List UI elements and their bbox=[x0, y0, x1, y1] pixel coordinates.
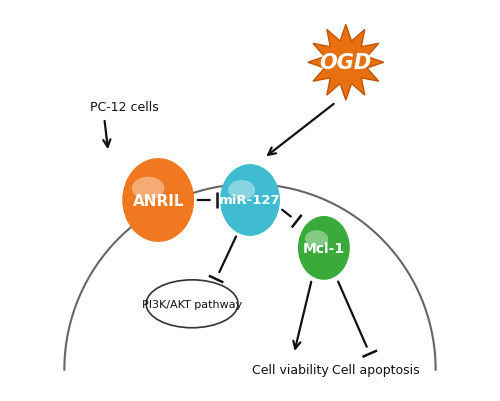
Ellipse shape bbox=[132, 177, 164, 200]
Text: miR-127: miR-127 bbox=[219, 194, 281, 207]
Ellipse shape bbox=[122, 159, 194, 242]
Ellipse shape bbox=[305, 231, 328, 248]
Text: ANRIL: ANRIL bbox=[132, 193, 184, 208]
Text: Mcl-1: Mcl-1 bbox=[303, 241, 345, 255]
Ellipse shape bbox=[220, 165, 280, 236]
Text: Cell apoptosis: Cell apoptosis bbox=[332, 363, 420, 376]
Ellipse shape bbox=[298, 217, 350, 280]
Text: Cell viability: Cell viability bbox=[252, 363, 328, 376]
Ellipse shape bbox=[146, 280, 238, 328]
Text: PC-12 cells: PC-12 cells bbox=[90, 100, 159, 113]
Text: PI3K/AKT pathway: PI3K/AKT pathway bbox=[142, 299, 242, 309]
Ellipse shape bbox=[228, 180, 255, 200]
Polygon shape bbox=[308, 25, 384, 101]
Text: OGD: OGD bbox=[320, 53, 372, 73]
